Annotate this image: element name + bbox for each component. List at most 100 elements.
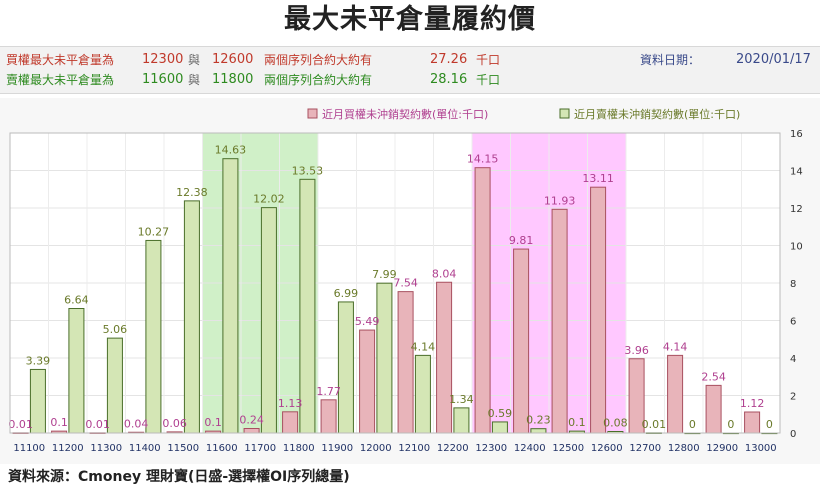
put-value-label: 0 <box>727 418 734 431</box>
call-bar <box>744 411 761 434</box>
and-label-1: 與 <box>188 53 201 67</box>
call-bar <box>359 329 376 434</box>
call-bar <box>397 291 414 434</box>
call-info-row: 買權最大未平倉量為 12300 與 12600 兩個序列合約大約有 27.26 … <box>0 50 820 70</box>
call-value-label: 5.49 <box>355 315 380 328</box>
put-value-label: 12.38 <box>176 186 208 199</box>
page-title: 最大未平倉量履約價 <box>284 4 536 35</box>
call-bar <box>667 354 684 434</box>
x-tick-label: 12700 <box>629 443 661 454</box>
x-tick-label: 12200 <box>437 443 469 454</box>
x-tick-label: 12500 <box>552 443 584 454</box>
put-value-label: 6.99 <box>334 287 359 300</box>
call-unit: 千口 <box>476 53 501 67</box>
put-ratio-label: 兩個序列合約大約有 <box>264 73 373 87</box>
put-bar <box>68 308 85 434</box>
put-value-label: 0.59 <box>488 407 513 420</box>
call-value-label: 1.12 <box>740 397 765 410</box>
source-note: 資料來源：Cmoney 理財寶(日盛-選擇權OI序列總量) <box>8 469 350 485</box>
call-value-label: 3.96 <box>624 344 649 357</box>
put-bar <box>299 178 316 434</box>
call-value-label: 1.13 <box>278 397 303 410</box>
put-info-row: 賣權最大未平倉量為 11600 與 11800 兩個序列合約大約有 28.16 … <box>0 70 820 90</box>
call-value-label: 2.54 <box>701 370 726 383</box>
y-tick-label: 16 <box>790 129 803 140</box>
call-value-label: 9.81 <box>509 234 534 247</box>
x-tick-label: 11900 <box>321 443 353 454</box>
legend-label: 近月買權未沖銷契約數(單位:千口) <box>322 107 488 121</box>
call-value-label: 0.1 <box>204 416 222 429</box>
call-value-label: 8.04 <box>432 267 457 280</box>
put-strike-2: 11800 <box>212 72 254 87</box>
date-value: 2020/01/17 <box>736 52 811 67</box>
call-bar <box>513 248 530 434</box>
oi-chart: 0.01 3.39 0.1 6.64 0.01 5.06 0.04 10.27 0.06 12.3… <box>0 98 820 464</box>
put-strike-1: 11600 <box>142 72 184 87</box>
y-tick-label: 12 <box>790 204 803 215</box>
x-tick-label: 11500 <box>167 443 199 454</box>
put-bar <box>530 428 547 434</box>
x-tick-label: 11100 <box>13 443 45 454</box>
x-tick-label: 12300 <box>475 443 507 454</box>
put-bar <box>376 282 393 434</box>
call-bar <box>282 411 299 434</box>
put-value-label: 0.1 <box>568 416 586 429</box>
put-value-label: 6.64 <box>64 294 89 307</box>
x-tick-label: 12400 <box>514 443 546 454</box>
and-label-2: 與 <box>188 73 201 87</box>
put-value-label: 0.08 <box>603 417 628 430</box>
x-tick-label: 12600 <box>591 443 623 454</box>
put-bar <box>260 207 277 434</box>
call-value-label: 0.01 <box>8 418 33 431</box>
legend-label: 近月賣權未沖銷契約數(單位:千口) <box>574 107 740 121</box>
x-tick-label: 11400 <box>129 443 161 454</box>
put-bar <box>337 301 354 434</box>
call-value-label: 4.14 <box>663 340 688 353</box>
y-tick-label: 8 <box>790 279 796 290</box>
date-label: 資料日期： <box>640 53 701 67</box>
call-bar <box>590 186 607 434</box>
call-bar <box>243 428 260 434</box>
y-tick-label: 0 <box>790 429 796 440</box>
call-value-label: 0.24 <box>239 414 264 427</box>
call-value-label: 1.77 <box>316 385 341 398</box>
put-value-label: 14.63 <box>215 144 247 157</box>
put-bar <box>145 239 162 434</box>
call-bar <box>474 167 491 434</box>
call-value-label: 0.06 <box>162 417 187 430</box>
x-tick-label: 12900 <box>706 443 738 454</box>
put-bar <box>414 354 431 434</box>
call-value-label: 13.11 <box>582 172 614 185</box>
x-tick-label: 12100 <box>398 443 430 454</box>
y-tick-label: 6 <box>790 317 796 328</box>
put-value-label: 3.39 <box>26 354 51 367</box>
call-value-label: 11.93 <box>544 194 576 207</box>
call-value-label: 7.54 <box>393 277 418 290</box>
put-value-label: 12.02 <box>253 193 285 206</box>
info-panel: 買權最大未平倉量為 12300 與 12600 兩個序列合約大約有 27.26 … <box>0 46 820 94</box>
put-value-label: 5.06 <box>103 323 128 336</box>
y-tick-label: 14 <box>790 167 803 178</box>
call-strike-1: 12300 <box>142 52 184 67</box>
put-value-label: 1.34 <box>449 393 474 406</box>
x-tick-label: 11200 <box>52 443 84 454</box>
call-value-label: 0.01 <box>85 418 110 431</box>
call-label: 買權最大未平倉量為 <box>6 53 115 67</box>
put-value-label: 4.14 <box>411 340 436 353</box>
x-tick-label: 11600 <box>206 443 238 454</box>
call-bar <box>436 281 453 434</box>
put-value-label: 0 <box>689 418 696 431</box>
call-value-label: 0.04 <box>124 417 149 430</box>
call-value-label: 0.1 <box>50 416 68 429</box>
legend-swatch <box>307 108 318 119</box>
x-tick-label: 11800 <box>283 443 315 454</box>
put-bar <box>222 158 239 434</box>
put-bar <box>491 421 508 434</box>
x-tick-label: 12000 <box>360 443 392 454</box>
x-tick-label: 12800 <box>668 443 700 454</box>
plot-border <box>9 132 781 434</box>
y-tick-label: 10 <box>790 242 803 253</box>
put-bar <box>453 407 470 434</box>
legend-swatch <box>559 108 570 119</box>
put-value-label: 0.01 <box>642 418 667 431</box>
